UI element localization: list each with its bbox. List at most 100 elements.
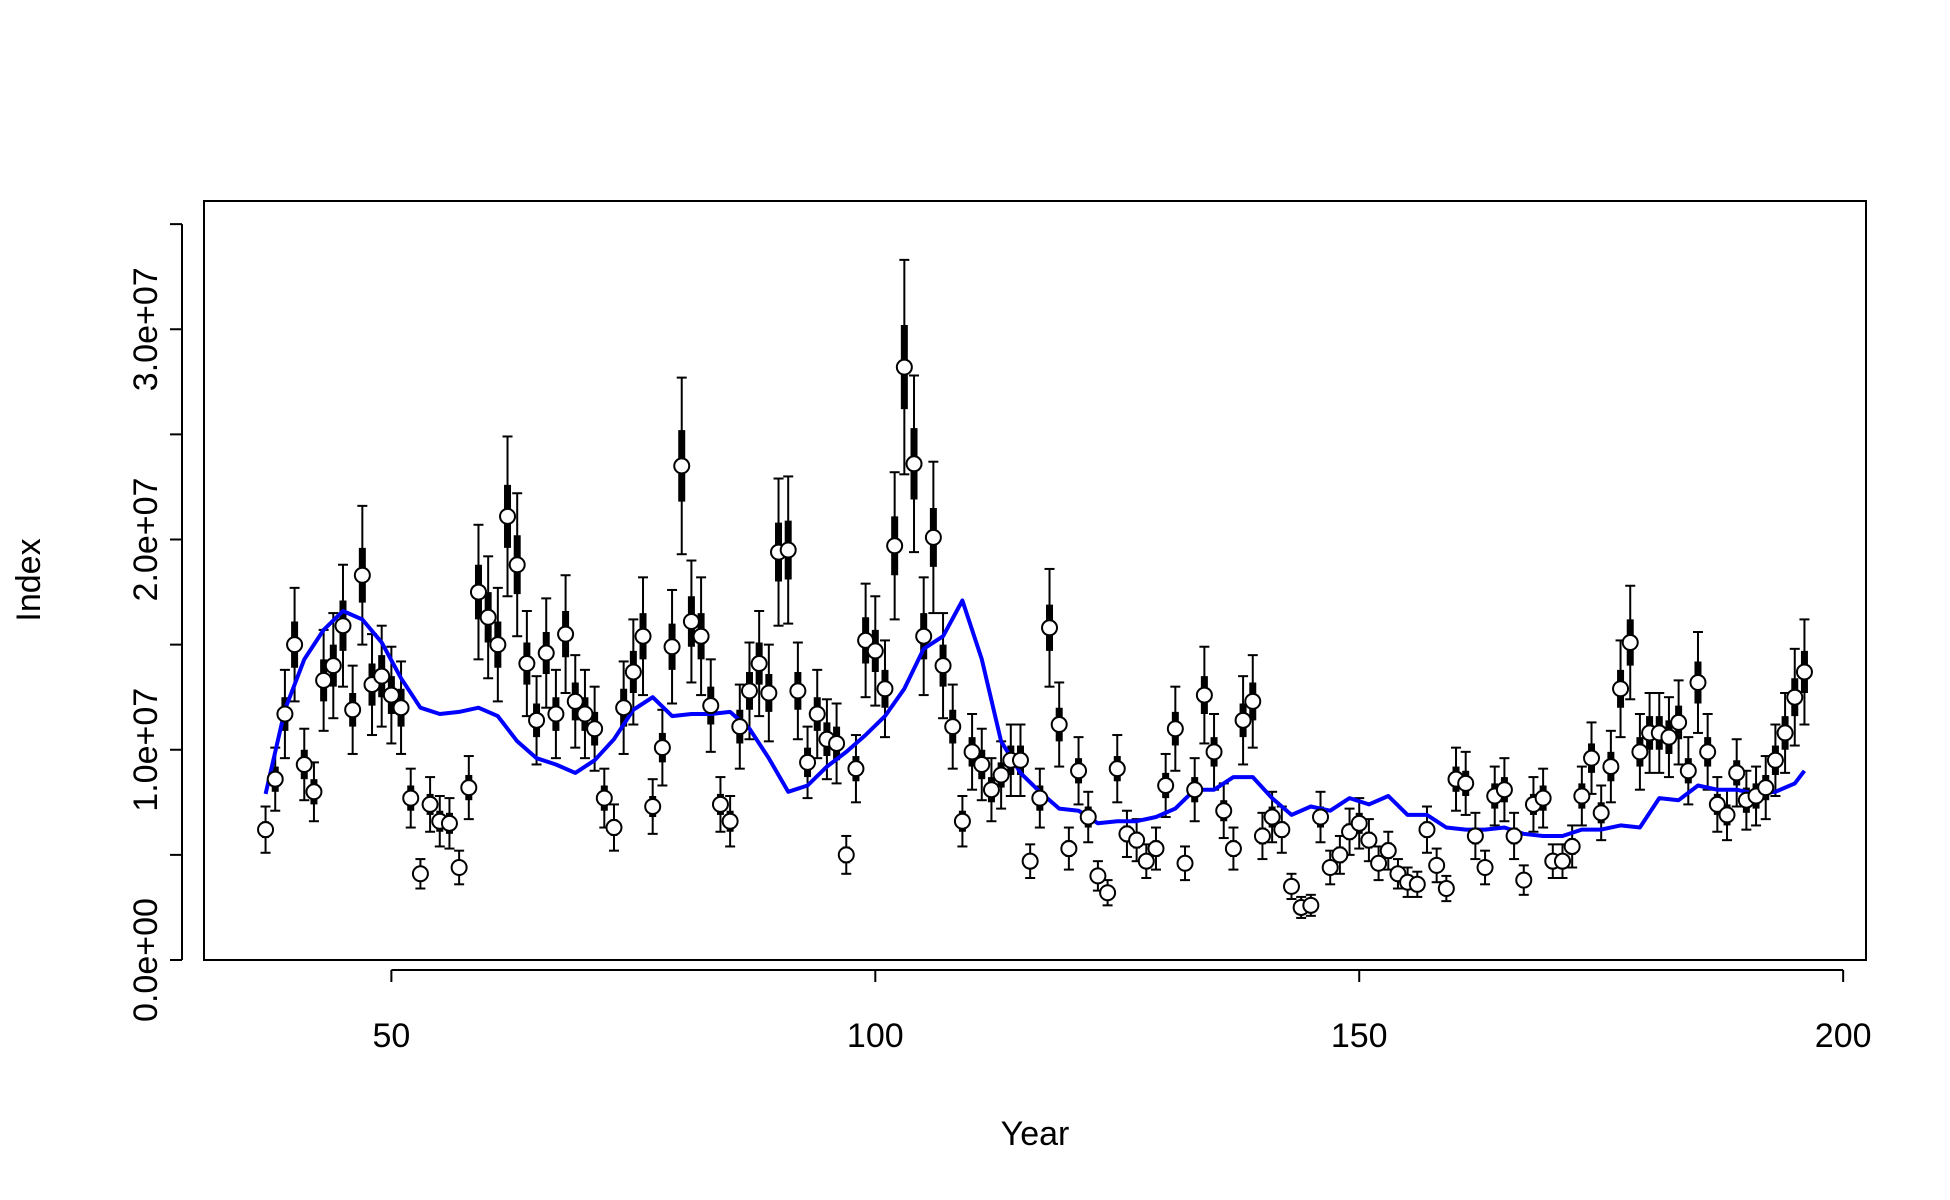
point (1679, 762, 1697, 780)
point (1757, 779, 1775, 797)
point (663, 638, 681, 656)
point (1476, 858, 1494, 876)
point (615, 699, 633, 717)
point (682, 612, 700, 630)
point (944, 718, 962, 736)
point (1418, 821, 1436, 839)
point (808, 705, 826, 723)
point (518, 655, 536, 673)
point (1573, 787, 1591, 805)
point (295, 755, 313, 773)
point (1157, 776, 1175, 794)
point (1234, 711, 1252, 729)
point (1379, 842, 1397, 860)
point (411, 865, 429, 883)
y-tick-label: 0.0e+00 (127, 898, 165, 1022)
point (1699, 743, 1717, 761)
point (1350, 814, 1368, 832)
point (547, 705, 565, 723)
point (915, 627, 933, 645)
point (1263, 808, 1281, 826)
point (644, 798, 662, 816)
point (847, 760, 865, 778)
point (1031, 789, 1049, 807)
point (1224, 840, 1242, 858)
point (528, 711, 546, 729)
point (382, 686, 400, 704)
point (1660, 728, 1678, 746)
point (1244, 692, 1262, 710)
point (1302, 896, 1320, 914)
point (673, 457, 691, 475)
point (1321, 858, 1339, 876)
point (1215, 802, 1233, 820)
point (499, 507, 517, 525)
point (799, 753, 817, 771)
point (1408, 875, 1426, 893)
point (1612, 680, 1630, 698)
x-tick-label: 50 (372, 1017, 410, 1055)
point (460, 779, 478, 797)
point (344, 701, 362, 719)
point (1437, 880, 1455, 898)
point (982, 781, 1000, 799)
x-tick-label: 100 (847, 1017, 904, 1055)
point (266, 770, 284, 788)
point (702, 697, 720, 715)
point (1428, 856, 1446, 874)
point (1370, 854, 1388, 872)
point (1089, 867, 1107, 885)
point (905, 455, 923, 473)
point (1176, 854, 1194, 872)
point (1495, 781, 1513, 799)
point (315, 671, 333, 689)
point (1312, 808, 1330, 826)
point (1253, 827, 1271, 845)
point (1689, 673, 1707, 691)
point (489, 636, 507, 654)
point (1273, 821, 1291, 839)
point (257, 821, 275, 839)
point (605, 819, 623, 837)
point (1795, 663, 1813, 681)
point (1050, 716, 1068, 734)
point (479, 608, 497, 626)
point (1583, 749, 1601, 767)
point (1631, 743, 1649, 761)
point (1060, 840, 1078, 858)
point (750, 655, 768, 673)
point (1282, 877, 1300, 895)
point (1553, 852, 1571, 870)
point (469, 583, 487, 601)
point (421, 795, 439, 813)
x-tick-label: 200 (1815, 1017, 1872, 1055)
point (373, 667, 391, 685)
point (1147, 840, 1165, 858)
point (789, 682, 807, 700)
y-tick-label: 1.0e+07 (127, 688, 165, 812)
point (692, 627, 710, 645)
point (566, 692, 584, 710)
point (1563, 837, 1581, 855)
point (1621, 634, 1639, 652)
point (760, 684, 778, 702)
point (1708, 795, 1726, 813)
point (1786, 688, 1804, 706)
point (1331, 846, 1349, 864)
point (992, 766, 1010, 784)
point (1515, 871, 1533, 889)
point (305, 783, 323, 801)
x-tick-label: 150 (1331, 1017, 1388, 1055)
point (1108, 760, 1126, 778)
point (1728, 764, 1746, 782)
point (1670, 713, 1688, 731)
point (731, 718, 749, 736)
point (1186, 781, 1204, 799)
point (1099, 884, 1117, 902)
point (711, 795, 729, 813)
point (1505, 827, 1523, 845)
point (586, 720, 604, 738)
point (1195, 686, 1213, 704)
point (1166, 720, 1184, 738)
point (595, 789, 613, 807)
